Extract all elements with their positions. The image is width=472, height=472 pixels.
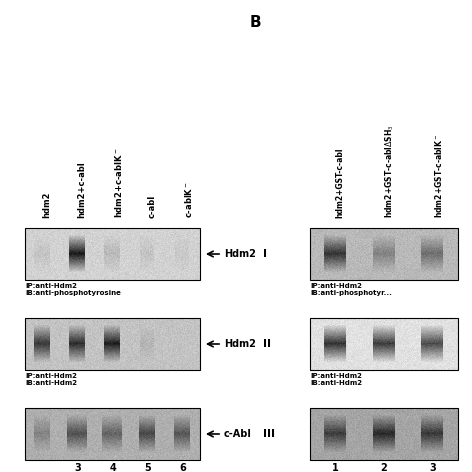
Text: 5: 5 <box>144 463 151 472</box>
Text: Hdm2: Hdm2 <box>224 339 256 349</box>
Bar <box>310 318 458 370</box>
Text: IB:anti-Hdm2: IB:anti-Hdm2 <box>25 380 77 386</box>
Text: hdm2: hdm2 <box>42 192 51 218</box>
Text: III: III <box>263 429 275 439</box>
Text: IB:anti-phosphotyr...: IB:anti-phosphotyr... <box>310 290 392 296</box>
Bar <box>25 408 200 460</box>
Text: B: B <box>250 15 261 30</box>
Text: 2: 2 <box>380 463 388 472</box>
Bar <box>310 228 458 280</box>
Text: hdm2+c-ablK$^-$: hdm2+c-ablK$^-$ <box>112 147 124 218</box>
Text: IP:anti-Hdm2: IP:anti-Hdm2 <box>310 373 362 379</box>
Text: 3: 3 <box>430 463 436 472</box>
Text: IB:anti-phosphotyrosine: IB:anti-phosphotyrosine <box>25 290 121 296</box>
Text: hdm2+GST-c-abl$\Delta$SH$_3$: hdm2+GST-c-abl$\Delta$SH$_3$ <box>384 124 396 218</box>
Text: hdm2+GST-c-ablK$^-$: hdm2+GST-c-ablK$^-$ <box>433 134 444 218</box>
Text: c-Abl: c-Abl <box>224 429 252 439</box>
Text: c-abl: c-abl <box>147 195 157 218</box>
Bar <box>310 408 458 460</box>
Bar <box>25 318 200 370</box>
Text: II: II <box>263 339 271 349</box>
Text: 6: 6 <box>179 463 186 472</box>
Text: Hdm2: Hdm2 <box>224 249 256 259</box>
Text: c-ablK$^-$: c-ablK$^-$ <box>183 181 194 218</box>
Text: hdm2+GST-c-abl: hdm2+GST-c-abl <box>335 147 344 218</box>
Text: IP:anti-Hdm2: IP:anti-Hdm2 <box>310 283 362 289</box>
Text: IP:anti-Hdm2: IP:anti-Hdm2 <box>25 283 77 289</box>
Text: hdm2+c-abl: hdm2+c-abl <box>77 161 86 218</box>
Text: IP:anti-Hdm2: IP:anti-Hdm2 <box>25 373 77 379</box>
Text: 1: 1 <box>332 463 338 472</box>
Text: 3: 3 <box>74 463 81 472</box>
Text: 4: 4 <box>109 463 116 472</box>
Bar <box>25 228 200 280</box>
Text: IB:anti-Hdm2: IB:anti-Hdm2 <box>310 380 362 386</box>
Text: I: I <box>263 249 267 259</box>
